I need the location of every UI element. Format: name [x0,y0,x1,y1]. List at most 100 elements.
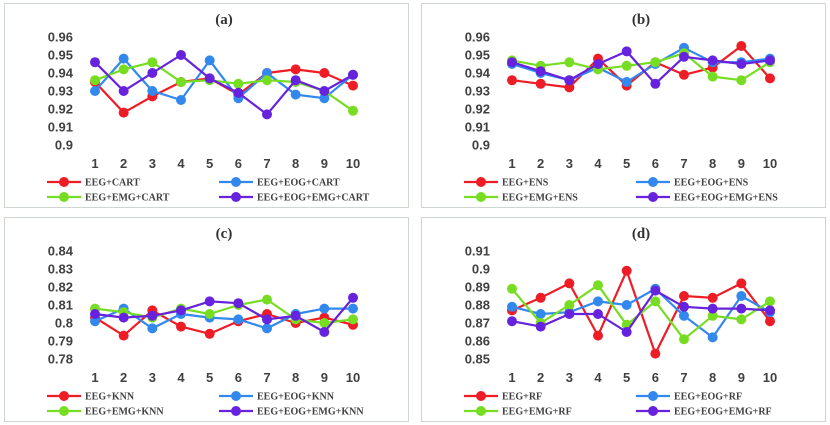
x-tick-label: 10 [763,370,777,385]
data-point [176,77,186,87]
legend-label: EEG+EOG+CART [257,178,340,189]
chart-panel-c: (c) 0.78 0.79 0.8 0.81 0.82 0.83 0.84 1 2 3 4 5 6 7 8 9 1… [4,217,409,422]
x-tick-label: 8 [709,156,716,171]
chart-a: (a) 0.9 0.91 0.92 0.93 0.94 0.95 0.96 1 2 3 4 5 6 7 8 9 1… [47,12,370,204]
x-tick-label: 7 [263,156,270,171]
data-point [650,285,661,296]
data-point [262,323,272,334]
x-tick-label: 5 [206,370,213,385]
data-point [621,265,632,276]
data-point [262,314,272,325]
data-point [118,86,129,96]
series-line [511,50,771,85]
data-point [233,87,244,98]
legend-label: EEG+EMG+ENS [502,193,578,204]
data-point [621,46,632,57]
legend-marker [476,192,486,202]
y-tick-label: 0.92 [465,102,490,117]
y-tick-label: 0.87 [465,316,490,331]
data-point [290,310,301,321]
data-point [621,60,632,71]
y-tick-label: 0.96 [48,30,73,45]
chart-c: (c) 0.78 0.79 0.8 0.81 0.82 0.83 0.84 1 2 3 4 5 6 7 8 9 1… [47,226,364,418]
y-tick-label: 0.95 [48,48,73,63]
data-point [564,57,575,68]
data-point [319,303,330,314]
data-point [593,59,603,69]
data-point [650,78,661,89]
data-point [176,95,186,105]
data-point [233,314,244,325]
x-tick-label: 7 [680,156,687,171]
y-tick-label: 0.93 [48,84,73,99]
x-tick-label: 5 [623,156,630,171]
legend-marker [59,192,69,202]
legend-label: EEG+EOG+EMG+RF [674,407,772,418]
y-tick-label: 0.9 [472,138,490,153]
data-point [176,321,186,332]
data-point [707,332,718,343]
x-tick-label: 2 [120,156,127,171]
data-point [204,328,215,339]
legend-label: EEG+EOG+EMG+CART [257,193,370,204]
data-point [348,80,358,91]
legend-marker [231,192,241,202]
series-line [94,68,354,114]
x-tick-label: 8 [709,370,716,385]
data-point [736,75,747,86]
data-point [262,109,272,120]
chart-title: (b) [632,12,650,28]
x-tick-label: 4 [594,156,602,171]
data-point [507,316,517,327]
data-point [564,309,575,319]
data-point [348,105,358,116]
data-point [90,86,100,96]
x-tick-label: 6 [652,156,659,171]
data-point [118,312,129,323]
data-point [262,75,272,86]
data-point [507,301,517,312]
data-point [507,283,517,294]
x-tick-label: 10 [763,156,777,171]
data-point [736,291,747,301]
series-line [511,289,771,334]
chart-title: (d) [632,226,650,242]
data-point [535,66,546,77]
chart-panel-b: (b) 0.9 0.91 0.92 0.93 0.94 0.95 0.96 1 2 3 4 5 6 7 8 9 1… [421,3,826,208]
data-point [147,68,158,78]
x-tick-label: 9 [738,370,745,385]
legend-label: EEG+EOG+ENS [674,178,749,189]
legend-marker [648,406,658,416]
legend-label: EEG+EOG+EMG+ENS [674,193,778,204]
data-point [319,318,330,328]
series-line [94,298,354,325]
data-point [650,57,661,68]
data-point [736,59,747,69]
x-tick-label: 8 [292,370,299,385]
legend-label: EEG+RF [502,392,542,403]
data-point [707,303,718,314]
legend-marker [476,391,486,401]
y-tick-label: 0.78 [48,352,73,367]
y-tick-label: 0.92 [48,102,73,117]
y-tick-label: 0.85 [465,352,490,367]
data-point [707,71,718,82]
data-point [118,107,129,118]
data-point [348,314,358,325]
data-point [621,300,632,310]
data-point [564,82,575,93]
legend-label: EEG+EMG+CART [85,193,170,204]
data-point [535,321,546,332]
series-line [94,297,354,334]
x-tick-label: 6 [235,156,242,171]
chart-d: (d) 0.85 0.86 0.87 0.88 0.89 0.9 0.91 1 2 3 4 5 6 7 8 9 1… [464,226,777,418]
data-point [593,296,603,307]
x-tick-label: 1 [91,156,98,171]
data-point [204,73,215,84]
y-tick-label: 0.82 [48,280,73,295]
x-tick-label: 6 [235,370,242,385]
x-tick-label: 10 [346,370,360,385]
data-point [118,330,129,341]
data-point [262,294,272,305]
legend-marker [59,177,69,187]
